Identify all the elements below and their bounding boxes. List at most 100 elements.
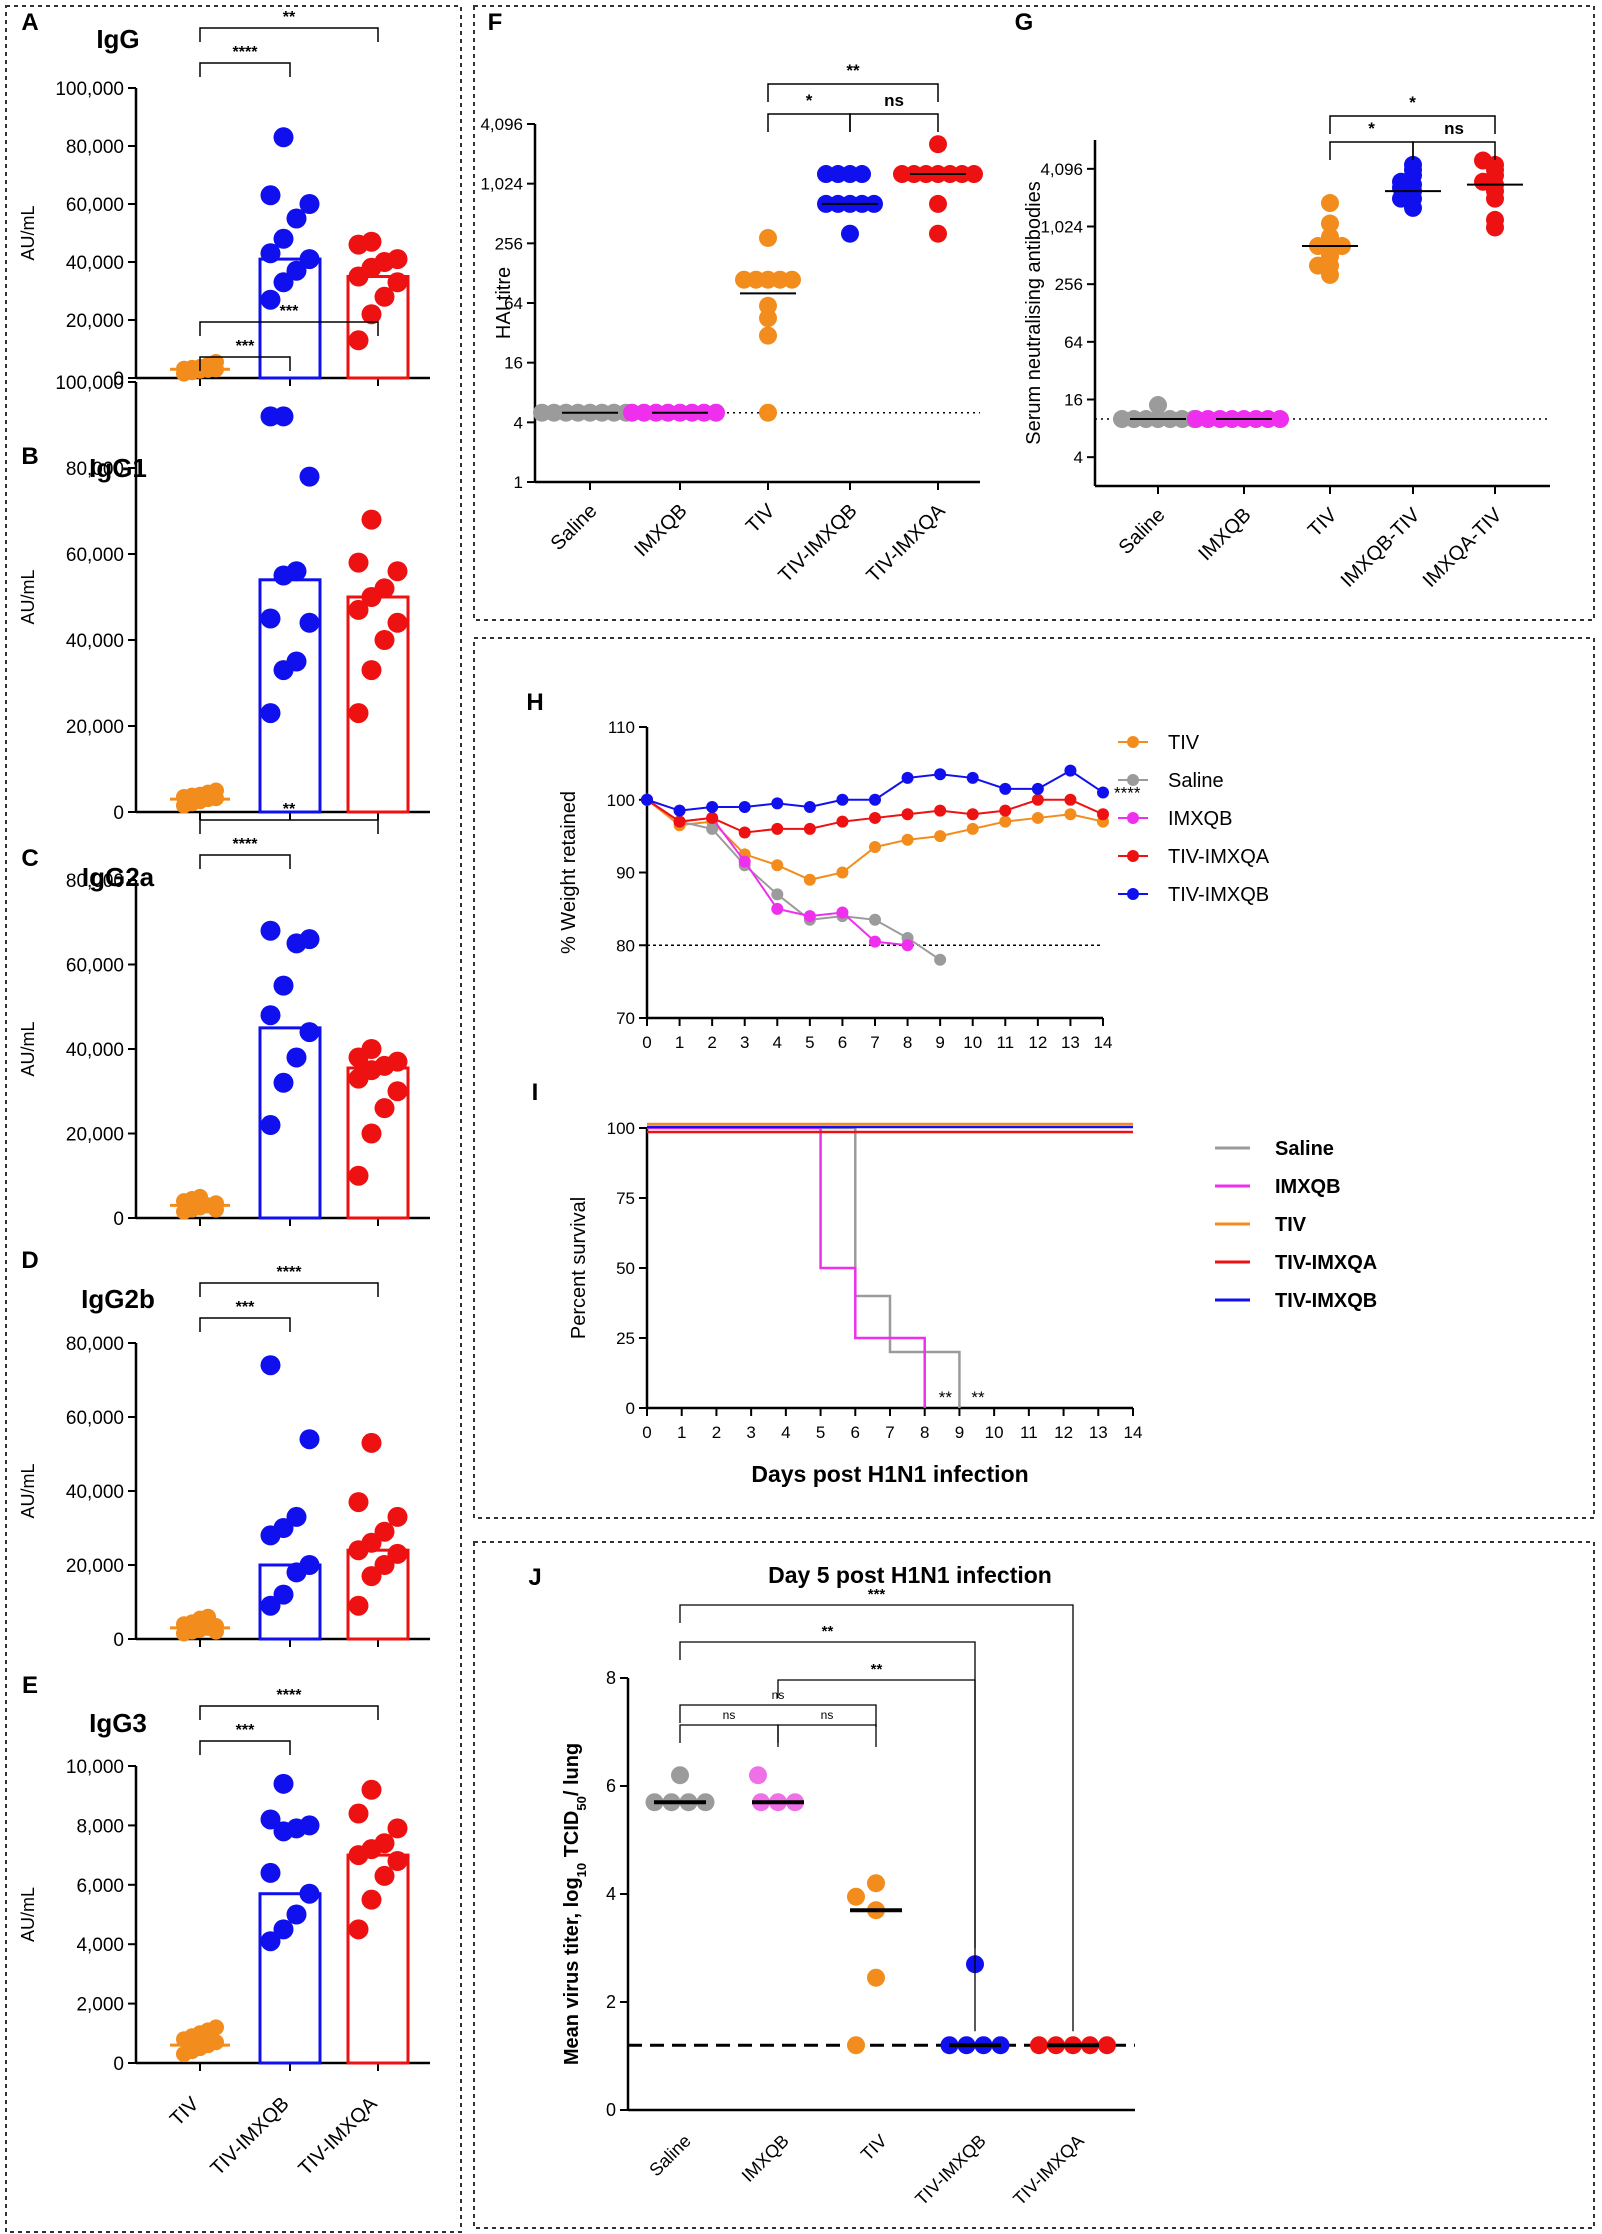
data-point bbox=[286, 651, 307, 672]
data-point bbox=[208, 1623, 224, 1640]
data-point bbox=[286, 561, 307, 582]
x-tick-label: 12 bbox=[1028, 1033, 1047, 1052]
legend-label: Saline bbox=[1275, 1138, 1334, 1160]
y-tick-label: 6 bbox=[606, 1776, 616, 1796]
significance-bracket bbox=[767, 113, 851, 132]
data-point bbox=[260, 185, 281, 206]
data-point bbox=[273, 406, 294, 427]
data-point bbox=[208, 2034, 224, 2051]
annotation: **** bbox=[1114, 783, 1141, 802]
x-tick-label: 1 bbox=[675, 1033, 684, 1052]
x-tick-label: 4 bbox=[781, 1423, 790, 1442]
data-point bbox=[299, 612, 320, 633]
x-tick-label: 9 bbox=[955, 1423, 964, 1442]
bar bbox=[346, 275, 410, 380]
y-axis-label-part: / lung bbox=[561, 1743, 583, 1796]
data-point bbox=[387, 1051, 408, 1072]
y-tick-label: 16 bbox=[1064, 391, 1083, 410]
y-tick-label: 0 bbox=[606, 2100, 616, 2120]
x-tick-label: IMXQB bbox=[1194, 504, 1255, 565]
y-axis-label: AU/mL bbox=[18, 1463, 38, 1518]
data-point bbox=[200, 1608, 216, 1625]
significance-label: ** bbox=[846, 61, 860, 80]
y-tick-label: 4 bbox=[606, 1884, 616, 1904]
survival-curve bbox=[647, 1126, 961, 1408]
data-point bbox=[1030, 2036, 1048, 2055]
data-point bbox=[901, 939, 914, 952]
data-point bbox=[361, 1566, 382, 1587]
panel-letter: B bbox=[21, 443, 38, 470]
data-point bbox=[387, 1506, 408, 1527]
y-tick-label: 10,000 bbox=[66, 1757, 124, 1778]
chart-title: IgG bbox=[96, 24, 139, 54]
x-tick-label: 10 bbox=[963, 1033, 982, 1052]
data-point bbox=[260, 920, 281, 941]
significance-label: ** bbox=[283, 801, 296, 818]
panel-letter: D bbox=[21, 1247, 38, 1274]
data-point bbox=[1031, 782, 1044, 795]
data-point bbox=[966, 771, 979, 784]
data-point bbox=[893, 165, 911, 184]
x-tick-label: IMXQA-TIV bbox=[1419, 504, 1507, 592]
data-point bbox=[361, 231, 382, 252]
significance-bracket bbox=[199, 819, 379, 834]
data-point bbox=[361, 304, 382, 325]
x-tick-label: IMXQB bbox=[738, 2131, 793, 2186]
data-point bbox=[1149, 396, 1167, 415]
y-tick-label: 4 bbox=[514, 413, 523, 432]
x-axis-label: Days post H1N1 infection bbox=[751, 1461, 1028, 1487]
data-point bbox=[348, 552, 369, 573]
x-tick-label: TIV-IMXQB bbox=[911, 2131, 989, 2210]
data-point bbox=[361, 1039, 382, 1059]
data-point bbox=[361, 660, 382, 681]
x-tick-label: 14 bbox=[1124, 1423, 1143, 1442]
data-point bbox=[1271, 410, 1289, 429]
significance-bracket bbox=[1412, 141, 1496, 160]
data-point bbox=[387, 1818, 408, 1839]
y-tick-label: 40,000 bbox=[66, 1040, 124, 1061]
data-point bbox=[641, 793, 653, 806]
y-tick-label: 80,000 bbox=[66, 1334, 124, 1355]
y-tick-label: 75 bbox=[616, 1189, 635, 1208]
y-tick-label: 40,000 bbox=[66, 253, 124, 274]
data-point bbox=[738, 855, 751, 868]
data-point bbox=[348, 1595, 369, 1616]
y-tick-label: 60,000 bbox=[66, 1408, 124, 1429]
panel-frame bbox=[473, 637, 1595, 1519]
data-point bbox=[771, 902, 784, 915]
legend-label: TIV-IMXQB bbox=[1275, 1290, 1377, 1312]
x-tick-label: 2 bbox=[707, 1033, 716, 1052]
data-point bbox=[387, 272, 408, 293]
legend-label: TIV-IMXQA bbox=[1168, 846, 1270, 868]
data-point bbox=[260, 608, 281, 629]
data-point bbox=[299, 1815, 320, 1836]
data-point bbox=[1321, 214, 1339, 233]
data-point bbox=[623, 403, 641, 422]
panel-frame bbox=[5, 5, 462, 2233]
data-point bbox=[387, 612, 408, 633]
data-point bbox=[286, 208, 307, 229]
y-tick-label: 64 bbox=[504, 294, 523, 313]
data-point bbox=[999, 804, 1012, 817]
data-point bbox=[387, 249, 408, 270]
x-tick-label: 8 bbox=[903, 1033, 912, 1052]
data-point bbox=[348, 330, 369, 351]
data-point bbox=[374, 1865, 395, 1886]
data-point bbox=[260, 289, 281, 310]
annotation: ** bbox=[939, 1388, 953, 1407]
data-point bbox=[749, 1766, 767, 1785]
data-point bbox=[803, 910, 816, 923]
y-axis-label: AU/mL bbox=[18, 1887, 38, 1942]
data-point bbox=[348, 599, 369, 620]
significance-label: *** bbox=[236, 1722, 255, 1739]
data-point bbox=[1064, 764, 1077, 777]
data-point bbox=[374, 630, 395, 650]
y-tick-label: 25 bbox=[616, 1329, 635, 1348]
legend-marker bbox=[1127, 850, 1139, 862]
data-point bbox=[273, 127, 294, 148]
panel-letter: J bbox=[528, 1564, 541, 1591]
y-tick-label: 6,000 bbox=[76, 1876, 124, 1897]
data-point bbox=[867, 1874, 885, 1893]
x-tick-label: TIV-IMXQA bbox=[1009, 2131, 1087, 2210]
